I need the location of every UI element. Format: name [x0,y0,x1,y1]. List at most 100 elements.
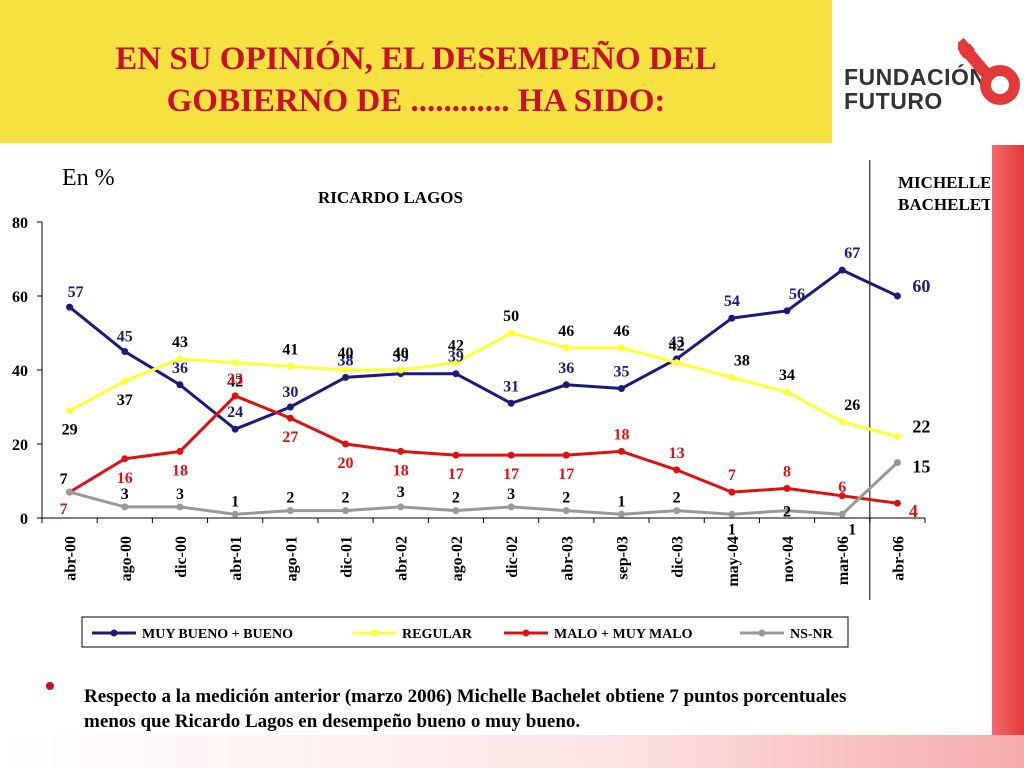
data-point [838,266,846,274]
data-point [452,507,460,515]
data-point [562,381,570,389]
data-label: 27 [282,429,298,446]
data-point [617,385,625,392]
data-label: 2 [286,490,294,507]
data-point [286,362,294,370]
note-text: Respecto a la medición anterior (marzo 2… [84,686,847,732]
data-point [838,492,846,500]
data-label: 17 [558,466,574,483]
x-tick-label: mar-06 [835,536,852,585]
data-label: 45 [117,329,133,346]
data-label: 29 [62,422,78,439]
data-point [286,403,294,411]
data-label: 18 [172,462,188,479]
data-point [562,507,570,515]
data-point [66,303,74,311]
data-label: 3 [176,486,184,503]
series-line [68,268,899,431]
data-label: 1 [231,493,239,510]
data-point [342,440,350,448]
series-line [68,331,898,439]
data-point [342,507,350,515]
data-point [617,344,625,352]
x-tick-label: abr-06 [890,536,907,581]
data-label: 36 [558,360,574,377]
data-point [121,377,129,385]
title-line-1: EN SU OPINIÓN, EL DESEMPEÑO DEL [115,41,717,77]
data-point [176,355,184,363]
data-label: 54 [724,293,740,310]
data-label: 24 [227,404,243,421]
data-label: 6 [838,479,846,496]
data-label: 56 [789,286,805,303]
y-tick-label: 0 [20,511,28,528]
data-label: 17 [448,466,464,483]
data-label: 13 [669,445,685,462]
section-label-bachelet: MICHELLE BACHELET [898,173,990,214]
y-tick-label: 40 [12,363,28,380]
x-tick-label: ago-01 [283,536,300,581]
data-point [231,392,239,400]
title-line-2: GOBIERNO DE ............ HA SIDO: [166,83,666,119]
data-point [121,503,129,511]
x-tick-label: abr-02 [394,536,411,581]
data-label: 4 [909,501,918,521]
data-label: 57 [68,284,84,301]
data-label: 38 [338,352,354,369]
data-label: 31 [503,378,519,395]
x-tick-label: abr-00 [63,536,80,581]
data-label: 39 [448,349,464,366]
data-point [452,451,460,459]
logo-text: FUNDACIÓN FUTURO [844,65,987,113]
logo-line-2: FUTURO [844,88,943,114]
data-point [66,488,74,496]
unit-label: En % [62,165,115,191]
data-label: 2 [452,490,460,507]
x-tick-label: may-04 [725,536,742,587]
data-point [452,370,460,378]
data-point [673,507,681,515]
data-point [728,510,736,518]
x-tick-label: ago-00 [118,536,135,581]
data-label: 2 [342,490,350,507]
data-point [507,451,515,459]
data-point [231,510,239,518]
y-tick-label: 80 [12,215,28,232]
data-point [342,366,350,374]
data-label: 7 [60,501,68,518]
data-label: 7 [728,467,736,484]
data-label: 1 [728,521,736,538]
data-label: 46 [558,323,574,340]
data-point [176,447,184,455]
data-label: 42 [448,338,464,355]
data-label: 34 [779,367,795,384]
logo-line-1: FUNDACIÓN [844,64,987,90]
data-label: 46 [613,323,629,340]
page-title: EN SU OPINIÓN, EL DESEMPEÑO DEL GOBIERNO… [0,38,832,122]
data-label: 3 [397,484,405,501]
data-label: 40 [393,345,409,362]
data-label: 3 [121,486,129,503]
data-label: 7 [60,471,68,488]
x-tick-label: sep-03 [614,536,631,580]
fundacion-futuro-logo: FUNDACIÓN FUTURO [840,30,1020,120]
data-point [397,503,405,511]
data-label: 15 [912,457,930,477]
data-point [176,503,184,511]
data-point [507,399,515,407]
legend-marker [370,629,378,637]
data-point [728,314,736,322]
data-label: 3 [507,486,515,503]
x-tick-label: abr-03 [559,536,576,581]
data-point [286,507,294,515]
legend-label: MUY BUENO + BUENO [142,627,293,642]
legend-label: REGULAR [402,627,473,642]
data-label: 39 [393,349,409,366]
data-label: 42 [669,338,685,355]
data-point [507,329,515,337]
data-point [838,418,846,426]
data-label: 2 [783,504,791,521]
data-label: 16 [117,470,133,487]
line-chart: En % RICARDO LAGOS MICHELLE BACHELET 0 20 40 60… [12,160,990,648]
legend-marker [110,629,118,637]
